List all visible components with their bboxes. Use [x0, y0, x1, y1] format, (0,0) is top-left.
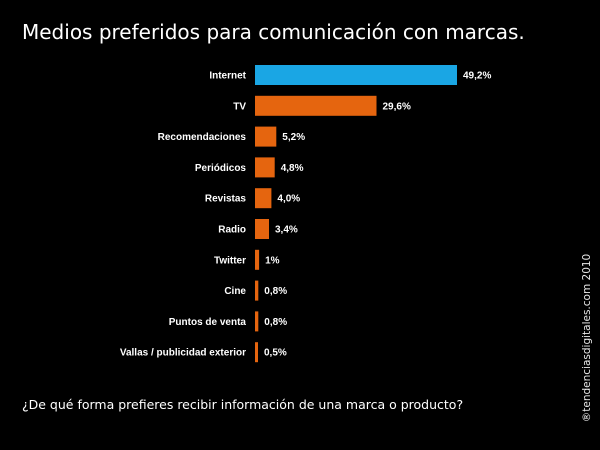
- bar-1: [255, 95, 377, 116]
- category-label: Twitter: [214, 255, 246, 266]
- bar-5: [255, 219, 269, 239]
- value-label: 0,8%: [264, 286, 287, 297]
- value-label: 29,6%: [383, 101, 411, 112]
- category-label: Radio: [218, 225, 246, 236]
- bar-6: [255, 249, 260, 270]
- bar-2: [255, 126, 277, 147]
- source-credit: ®tendenciasdigitales.com 2010: [581, 253, 593, 423]
- category-label: Periódicos: [195, 163, 247, 174]
- value-label: 3,4%: [275, 225, 298, 236]
- category-label: TV: [233, 101, 246, 112]
- survey-question: ¿De qué forma prefieres recibir informac…: [22, 397, 464, 412]
- bar-8: [255, 311, 259, 332]
- bar-3: [255, 157, 275, 178]
- category-label: Puntos de venta: [169, 317, 247, 328]
- bar-0: [255, 65, 457, 85]
- category-label: Internet: [209, 71, 246, 82]
- category-label: Cine: [224, 286, 246, 297]
- category-label: Revistas: [205, 194, 247, 205]
- value-label: 5,2%: [282, 132, 305, 143]
- chart-title: Medios preferidos para comunicación con …: [22, 20, 525, 44]
- value-label: 4,8%: [281, 163, 304, 174]
- value-label: 0,5%: [264, 348, 287, 359]
- bar-group: Internet 49,2% TV 29,6% Recomendaciones 5,2% P…: [120, 65, 491, 363]
- value-label: 0,8%: [264, 317, 287, 328]
- bar-7: [255, 280, 259, 301]
- value-label: 1%: [265, 255, 280, 266]
- bar-4: [255, 188, 272, 209]
- bar-9: [255, 342, 258, 363]
- value-label: 4,0%: [277, 194, 300, 205]
- category-label: Recomendaciones: [158, 132, 247, 143]
- category-label: Vallas / publicidad exterior: [120, 348, 246, 359]
- value-label: 49,2%: [463, 71, 491, 82]
